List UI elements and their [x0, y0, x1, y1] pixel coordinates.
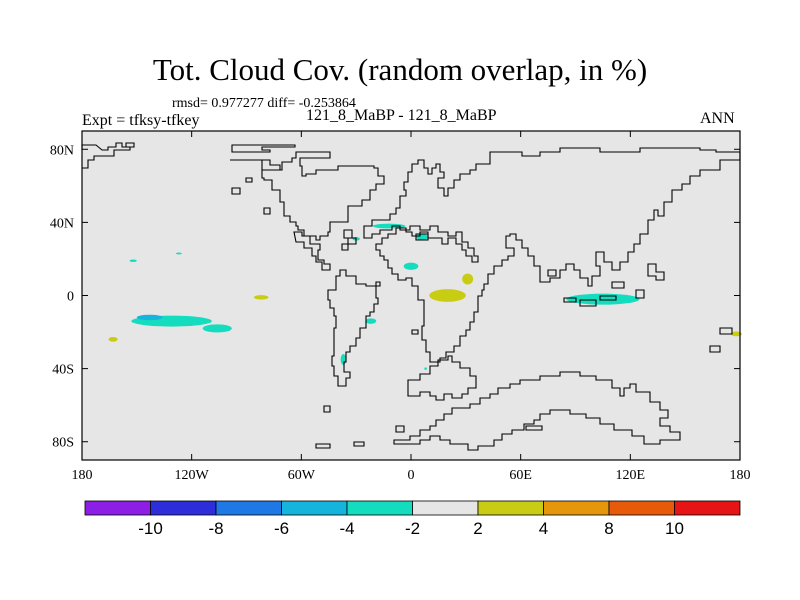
anomaly-tiny-negative — [175, 252, 182, 255]
colorbar-label: 10 — [665, 519, 684, 538]
anomaly-central-africa-positive — [462, 273, 474, 285]
experiment-label: Expt = tfksy-tfkey — [82, 112, 200, 129]
x-tick-label: 180 — [730, 468, 751, 483]
anomaly-africa-positive — [429, 289, 466, 302]
colorbar-swatch — [215, 500, 282, 516]
chart-title: Tot. Cloud Cov. (random overlap, in %) — [152, 52, 648, 87]
colorbar-swatch — [543, 500, 610, 516]
x-tick-label: 120E — [616, 468, 646, 483]
season-label: ANN — [700, 110, 735, 127]
anomaly-europe-negative — [372, 223, 406, 229]
colorbar-swatch — [477, 500, 544, 516]
x-tick-label: 180 — [72, 468, 93, 483]
x-tick-label: 120W — [175, 468, 210, 483]
colorbar-swatch — [346, 500, 413, 516]
colorbar-label: -2 — [405, 519, 420, 538]
colorbar-swatch — [281, 500, 348, 516]
x-tick-label: 60E — [509, 468, 532, 483]
x-tick-label: 0 — [408, 468, 415, 483]
anomaly-indian-ocean-patch — [566, 293, 640, 305]
anomaly-east-edge-positive — [730, 331, 742, 337]
y-axis: 80N 40N 0 40S 80S — [50, 143, 740, 451]
x-axis: 180 120W 60W 0 60E 120E 180 — [72, 131, 751, 483]
cases-label: 121_8_MaBP - 121_8_MaBP — [306, 107, 497, 124]
anomaly-layer — [108, 223, 742, 370]
anomaly-south-pacific-tail — [202, 324, 232, 333]
colorbar-swatch — [84, 500, 151, 516]
y-tick-label: 0 — [67, 290, 74, 305]
colorbar-label: -8 — [208, 519, 223, 538]
colorbar-label: 2 — [473, 519, 482, 538]
anomaly-mid-atlantic-negative — [365, 318, 377, 324]
colorbar-label: -4 — [339, 519, 354, 538]
colorbar-swatch — [608, 500, 675, 516]
colorbar-label: 8 — [604, 519, 613, 538]
colorbar-label: -10 — [138, 519, 163, 538]
coastlines — [81, 142, 741, 451]
y-tick-label: 40N — [50, 216, 74, 231]
anomaly-south-america-negative — [340, 353, 347, 365]
anomaly-atlantic-positive — [253, 295, 269, 300]
y-tick-label: 80S — [52, 436, 74, 451]
colorbar: -10 -8 -6 -4 -2 2 4 8 10 — [84, 500, 741, 538]
anomaly-south-pacific-core — [136, 314, 163, 321]
anomaly-north-pacific-negative — [129, 259, 137, 263]
stats-label: rmsd= 0.977277 diff= -0.253864 — [172, 96, 356, 111]
map-background — [82, 131, 740, 460]
anomaly-se-pacific-positive — [108, 336, 118, 342]
colorbar-swatch — [674, 500, 741, 516]
colorbar-label: -6 — [274, 519, 289, 538]
colorbar-label: 4 — [539, 519, 548, 538]
colorbar-swatch — [412, 500, 479, 516]
y-tick-label: 40S — [52, 363, 74, 378]
y-tick-label: 80N — [50, 143, 74, 158]
colorbar-swatch — [150, 500, 217, 516]
x-tick-label: 60W — [288, 468, 316, 483]
anomaly-med-negative — [416, 233, 428, 241]
anomaly-sa-dot — [424, 367, 427, 370]
anomaly-sahara-negative — [403, 262, 419, 270]
